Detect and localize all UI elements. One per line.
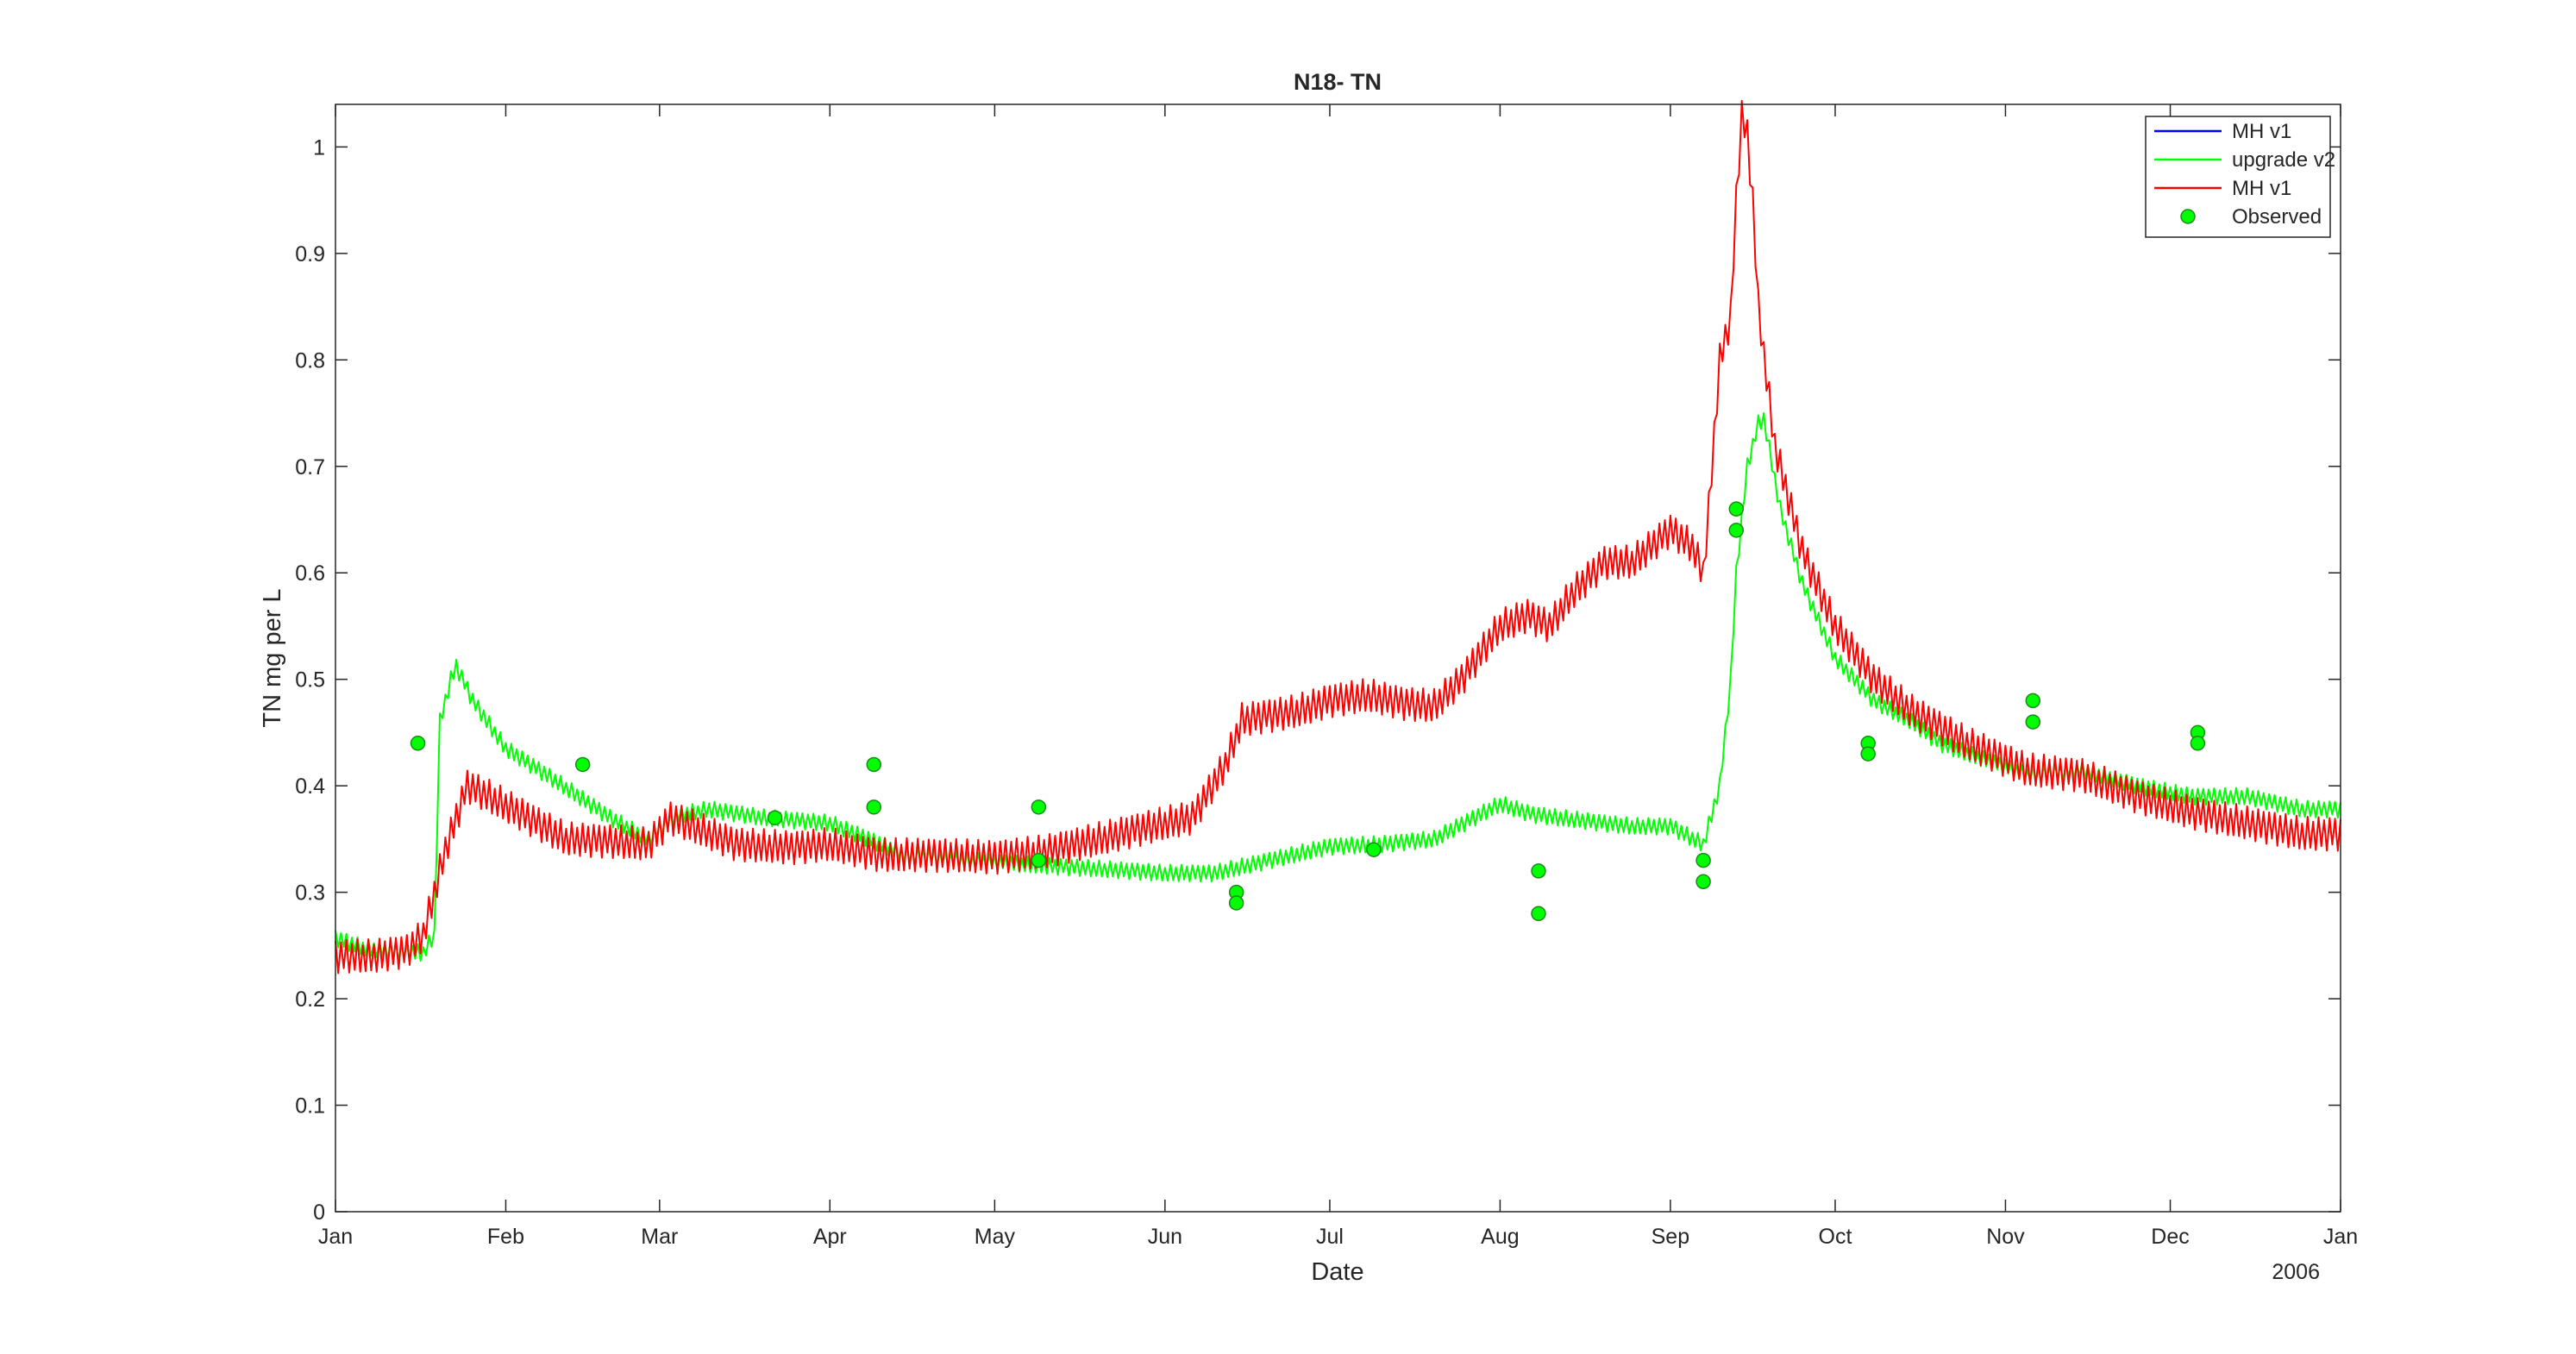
series-line-2	[335, 99, 2341, 975]
plot-frame	[335, 103, 2341, 1213]
chart-title: N18- TN	[1294, 69, 1382, 95]
x-axis: Jan Feb Mar Apr May Jun Jul Aug Sep Oct Nov Dec Jan	[318, 104, 2358, 1249]
observed-point	[1860, 746, 1876, 762]
legend-entry: Observed	[2232, 205, 2322, 229]
y-tick-label: 0	[313, 1200, 325, 1225]
legend-marker	[2180, 209, 2196, 224]
y-tick-label: 0.2	[295, 987, 325, 1012]
observed-point	[1031, 852, 1047, 868]
observed-point	[2190, 736, 2206, 751]
legend-box	[2145, 116, 2331, 238]
x-axis-label: Date	[1311, 1258, 1363, 1286]
y-axis-label: TN mg per L	[259, 588, 286, 727]
observed-point	[2025, 693, 2041, 709]
y-tick-label: 0.1	[295, 1094, 325, 1119]
observed-point	[1531, 906, 1546, 922]
observed-point	[1695, 874, 1711, 890]
observed-point	[767, 810, 783, 825]
x-tick-label: Apr	[813, 1225, 847, 1249]
x-tick-label: May	[975, 1225, 1016, 1249]
legend-entry: upgrade v2	[2232, 148, 2335, 172]
x-tick-label: Jul	[1316, 1225, 1344, 1249]
observed-point	[1031, 799, 1047, 815]
x-tick-label: Jun	[1148, 1225, 1182, 1249]
x-tick-label: Jan	[318, 1225, 353, 1249]
observed-point	[1531, 863, 1546, 879]
y-tick-label: 0.3	[295, 881, 325, 906]
y-tick-label: 0.4	[295, 774, 325, 799]
observed-point	[574, 756, 591, 773]
observed-point	[866, 799, 881, 815]
observed-point	[410, 736, 426, 751]
y-axis: 0 0.1 0.2 0.3 0.4 0.5 0.6 0.7 0.8 0.9 1	[295, 135, 2341, 1225]
x-tick-label: Mar	[641, 1225, 678, 1249]
x-tick-label: Aug	[1481, 1225, 1519, 1249]
x-tick-label: Sep	[1652, 1225, 1689, 1249]
x-tick-label: Oct	[1819, 1225, 1852, 1249]
x-tick-label: Jan	[2323, 1225, 2358, 1249]
legend: MH v1 upgrade v2 MH v1 Observed	[2145, 116, 2335, 238]
x-tick-label: Feb	[487, 1225, 524, 1249]
y-tick-label: 0.8	[295, 348, 325, 373]
observed-point	[1728, 501, 1745, 517]
observed-point	[2025, 714, 2041, 730]
plot-area	[335, 104, 2341, 1212]
observed-point	[1228, 895, 1244, 911]
x-tick-label: Dec	[2151, 1225, 2189, 1249]
y-tick-label: 0.5	[295, 668, 325, 693]
series-layer	[335, 99, 2341, 975]
x-tick-label: Nov	[1986, 1225, 2025, 1249]
y-tick-label: 0.6	[295, 561, 325, 586]
observed-point	[1728, 523, 1745, 538]
y-tick-label: 1	[313, 135, 325, 160]
observed-point	[1695, 852, 1711, 868]
observed-point	[1366, 842, 1382, 857]
y-tick-label: 0.9	[295, 242, 325, 266]
y-tick-label: 0.7	[295, 455, 325, 480]
legend-entry: MH v1	[2232, 177, 2291, 200]
observed-point	[866, 756, 881, 773]
legend-entry: MH v1	[2232, 120, 2291, 143]
x-year-label: 2006	[2272, 1260, 2320, 1284]
